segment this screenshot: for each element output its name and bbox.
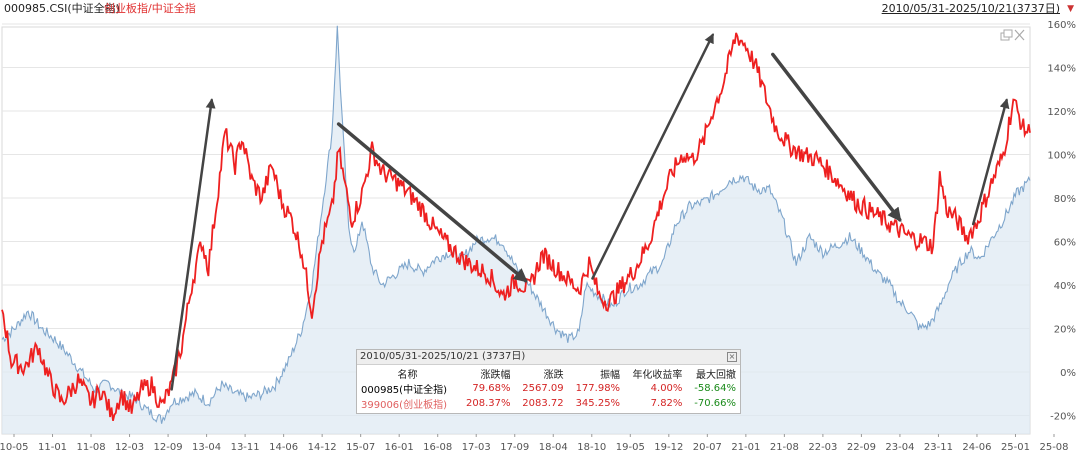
x-tick-label: 19-05 (616, 442, 645, 453)
row-max-dd: -70.66% (694, 398, 736, 409)
row-change: 2083.72 (522, 398, 564, 409)
x-tick-label: 20-07 (693, 442, 722, 453)
col-header-annual: 年化收益率 (632, 370, 683, 381)
x-tick-label: 21-01 (731, 442, 760, 453)
x-tick-label: 18-04 (539, 442, 568, 453)
x-tick-label: 17-03 (462, 442, 491, 453)
x-tick-label: 22-03 (808, 442, 837, 453)
stats-panel-header: 2010/05/31-2025/10/21 (3737日) × (357, 350, 740, 365)
row-change-pct: 208.37% (466, 398, 511, 409)
row-name: 399006(创业板指) (361, 400, 447, 411)
y-tick-label: 0% (1060, 368, 1076, 379)
stats-header-row: 名称 涨跌幅 涨跌 振幅 年化收益率 最大回撤 (357, 366, 740, 381)
row-max-dd: -58.64% (694, 383, 736, 394)
chart-title-ratio[interactable]: 创业板指/中证全指 (104, 2, 196, 15)
x-tick-label: 11-01 (38, 442, 67, 453)
close-icon[interactable] (1014, 29, 1025, 41)
x-tick-label: 14-06 (269, 442, 298, 453)
col-header-change: 涨跌 (543, 370, 564, 381)
y-tick-label: -20% (1050, 412, 1076, 423)
col-header-amplitude: 振幅 (600, 370, 621, 381)
x-tick-label: 17-09 (500, 442, 529, 453)
row-change: 2567.09 (522, 383, 564, 394)
index-area (2, 25, 1030, 435)
x-tick-label: 16-01 (385, 442, 414, 453)
x-tick-label: 25-01 (1001, 442, 1030, 453)
x-axis: 10-05 11-01 11-08 12-03 12-09 13-04 13-11 14-06… (0, 434, 1069, 453)
x-tick-label: 25-08 (1039, 442, 1068, 453)
table-row[interactable]: 399006(创业板指) 208.37% 2083.72 345.25% 7.8… (357, 396, 740, 411)
x-tick-label: 21-08 (770, 442, 799, 453)
y-tick-label: 160% (1047, 20, 1076, 31)
y-tick-label: 20% (1054, 325, 1076, 336)
x-tick-label: 13-04 (192, 442, 221, 453)
x-tick-label: 12-03 (115, 442, 144, 453)
trend-arrow (336, 122, 528, 283)
series-line-index (1, 25, 1031, 424)
chart-header: 000985.CSI(中证全指) 创业板指/中证全指 2010/05/31-20… (0, 0, 1080, 18)
x-tick-label: 19-12 (654, 442, 683, 453)
x-tick-label: 18-10 (577, 442, 606, 453)
x-tick-label: 10-05 (0, 442, 29, 453)
row-change-pct: 79.68% (472, 383, 511, 394)
chevron-down-icon[interactable]: ▼ (1067, 4, 1074, 14)
x-tick-label: 12-09 (154, 442, 183, 453)
x-tick-label: 11-08 (77, 442, 106, 453)
y-tick-label: 80% (1054, 194, 1076, 205)
trend-arrow (971, 98, 1010, 226)
x-tick-label: 14-12 (308, 442, 337, 453)
date-range-selector[interactable]: 2010/05/31-2025/10/21(3737日) (881, 2, 1060, 15)
stats-panel-title: 2010/05/31-2025/10/21 (3737日) (360, 351, 526, 362)
x-tick-label: 15-07 (346, 442, 375, 453)
x-tick-label: 24-06 (962, 442, 991, 453)
x-tick-label: 13-11 (231, 442, 260, 453)
row-annual: 7.82% (650, 398, 683, 409)
col-header-name: 名称 (397, 370, 418, 381)
x-tick-label: 22-09 (847, 442, 876, 453)
y-tick-label: 140% (1047, 64, 1076, 75)
row-name: 000985(中证全指) (361, 385, 447, 396)
table-row[interactable]: 000985(中证全指) 79.68% 2567.09 177.98% 4.00… (357, 381, 740, 396)
trend-arrow (591, 33, 714, 280)
col-header-max-dd: 最大回撤 (696, 370, 736, 381)
col-header-change-pct: 涨跌幅 (480, 370, 511, 381)
row-amplitude: 345.25% (575, 398, 621, 409)
row-amplitude: 177.98% (575, 383, 621, 394)
trend-arrow (170, 98, 216, 391)
y-tick-label: 100% (1047, 151, 1076, 162)
stats-panel[interactable]: 2010/05/31-2025/10/21 (3737日) × 名称 涨跌幅 涨… (356, 349, 741, 414)
x-tick-label: 23-04 (885, 442, 914, 453)
row-annual: 4.00% (650, 383, 683, 394)
trend-arrow (771, 52, 902, 222)
y-axis: -20% 0% 20% 40% 60% 80% 100% 120% 140% 160% (1047, 20, 1076, 423)
y-tick-label: 40% (1054, 281, 1076, 292)
y-tick-label: 60% (1054, 238, 1076, 249)
stats-close-icon[interactable]: × (727, 352, 737, 362)
y-tick-label: 120% (1047, 107, 1076, 118)
window-restore-icon[interactable] (1000, 29, 1013, 41)
x-tick-label: 23-11 (924, 442, 953, 453)
chart-title-main[interactable]: 000985.CSI(中证全指) (4, 2, 120, 15)
x-tick-label: 16-08 (423, 442, 452, 453)
stats-table: 名称 涨跌幅 涨跌 振幅 年化收益率 最大回撤 000985(中证全指) 79.… (357, 366, 740, 411)
trend-arrows (170, 33, 1010, 391)
